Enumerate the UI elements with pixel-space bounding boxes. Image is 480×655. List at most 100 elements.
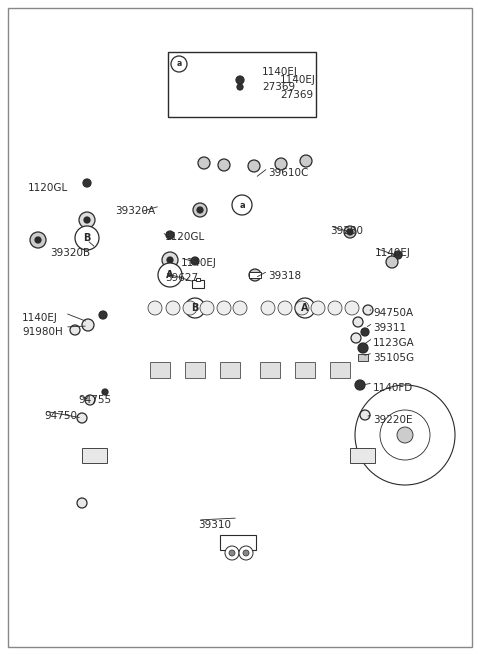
Text: 39318: 39318 [268,271,301,281]
Circle shape [218,159,230,171]
Text: 39220E: 39220E [373,415,412,425]
Circle shape [102,389,108,395]
Circle shape [198,157,210,169]
Circle shape [200,301,214,315]
Text: 39311: 39311 [373,323,406,333]
Bar [358,354,368,361]
Circle shape [345,301,359,315]
Circle shape [77,498,87,508]
Circle shape [380,410,430,460]
Circle shape [397,427,413,443]
Text: 27369: 27369 [262,82,295,92]
Circle shape [355,385,455,485]
Circle shape [243,550,249,556]
Circle shape [83,179,91,187]
Text: B: B [84,233,91,243]
Text: 94750A: 94750A [373,308,413,318]
Circle shape [275,158,287,170]
Circle shape [77,413,87,423]
Circle shape [347,229,353,235]
Bar [295,362,315,378]
Text: 94755: 94755 [78,395,111,405]
Polygon shape [80,450,420,480]
Polygon shape [370,320,440,530]
Circle shape [166,301,180,315]
Circle shape [183,301,197,315]
Text: 39320A: 39320A [115,206,155,216]
Polygon shape [80,420,420,450]
Text: 35105G: 35105G [373,353,414,363]
Text: B: B [192,303,199,313]
Text: 1120GL: 1120GL [165,232,205,242]
Polygon shape [370,290,440,350]
Bar [150,362,170,378]
Circle shape [360,410,370,420]
Circle shape [311,301,325,315]
Circle shape [171,56,187,72]
Circle shape [248,160,260,172]
Circle shape [394,251,402,259]
Bar [192,280,204,288]
Circle shape [185,298,205,318]
Circle shape [361,328,369,336]
Polygon shape [80,290,420,320]
Bar [330,362,350,378]
Circle shape [237,84,243,90]
Text: 39610C: 39610C [268,168,308,178]
Circle shape [295,298,315,318]
Circle shape [162,252,178,268]
Circle shape [386,256,398,268]
Text: a: a [176,60,181,69]
Circle shape [300,155,312,167]
Circle shape [355,380,365,390]
Circle shape [30,232,46,248]
Circle shape [158,263,182,287]
Circle shape [193,203,207,217]
Circle shape [35,237,41,243]
Circle shape [191,257,199,265]
Circle shape [75,226,99,250]
Text: 1140FD: 1140FD [373,383,413,393]
Text: 39627: 39627 [165,273,198,283]
Circle shape [249,269,261,281]
Circle shape [82,319,94,331]
Bar [260,362,280,378]
Text: 1120GL: 1120GL [28,183,68,193]
Bar [350,448,375,463]
Circle shape [85,395,95,405]
Text: 94750: 94750 [44,411,77,421]
Bar [196,278,200,281]
Text: 1140EJ: 1140EJ [262,67,298,77]
Text: 91980H: 91980H [22,327,63,337]
Text: A: A [166,270,174,280]
Circle shape [358,343,368,353]
Text: 1123GA: 1123GA [373,338,415,348]
Bar [82,448,107,463]
Text: A: A [301,303,309,313]
Polygon shape [140,295,255,318]
Bar [185,362,205,378]
Text: 39310: 39310 [198,520,231,530]
Circle shape [70,325,80,335]
Circle shape [239,546,253,560]
Circle shape [328,301,342,315]
Circle shape [232,195,252,215]
Bar [220,362,240,378]
Circle shape [229,550,235,556]
Text: 1140EJ: 1140EJ [280,75,316,85]
Text: 39280: 39280 [330,226,363,236]
Circle shape [363,305,373,315]
Text: a: a [239,200,245,210]
Circle shape [167,257,173,263]
Circle shape [233,301,247,315]
Circle shape [295,301,309,315]
Circle shape [236,76,244,84]
Text: 1140EJ: 1140EJ [375,248,411,258]
Bar [249,272,261,278]
Circle shape [351,333,361,343]
Circle shape [99,311,107,319]
Circle shape [278,301,292,315]
Text: 1140EJ: 1140EJ [22,313,58,323]
Circle shape [261,301,275,315]
Bar [168,52,316,117]
